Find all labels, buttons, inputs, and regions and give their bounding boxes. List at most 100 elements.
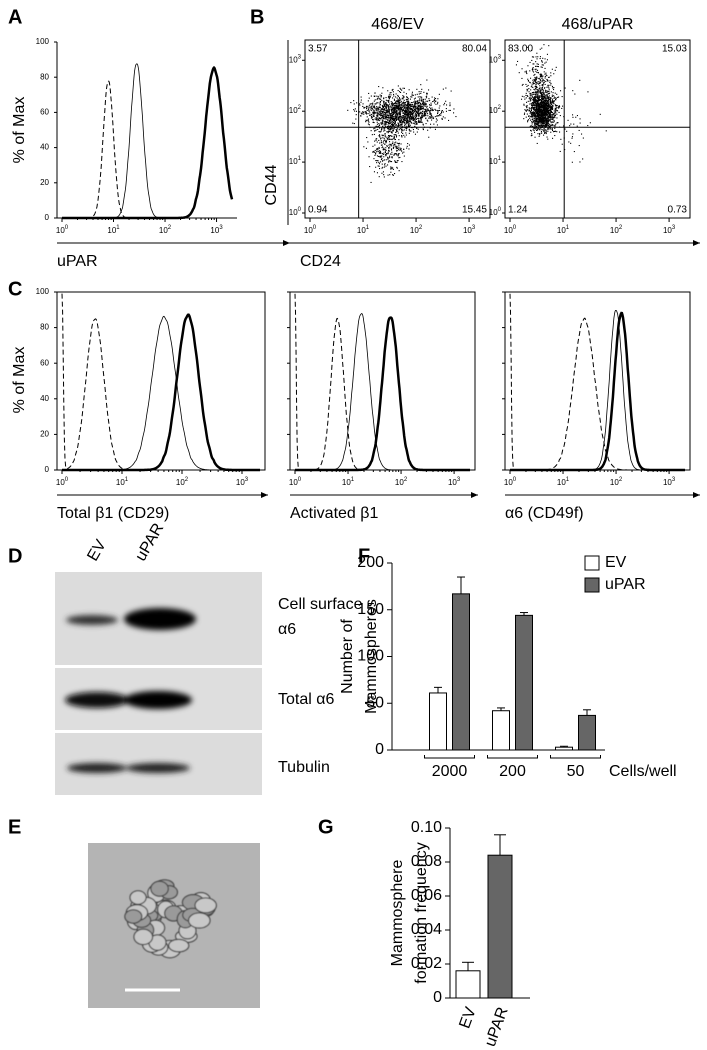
event-dot: [532, 97, 533, 98]
event-dot: [549, 107, 550, 108]
event-dot: [439, 114, 440, 115]
tick-exp: 3: [472, 225, 476, 231]
event-dot: [387, 157, 388, 158]
event-dot: [379, 166, 380, 167]
event-dot: [435, 116, 436, 117]
histogram-curve: [62, 81, 232, 218]
event-dot: [381, 123, 382, 124]
event-dot: [544, 104, 545, 105]
event-dot: [572, 90, 573, 91]
event-dot: [521, 78, 522, 79]
event-dot: [536, 118, 537, 119]
event-dot: [541, 116, 542, 117]
event-dot: [550, 75, 551, 76]
event-dot: [544, 111, 545, 112]
event-dot: [372, 103, 373, 104]
event-dot: [437, 98, 438, 99]
event-dot: [423, 108, 424, 109]
event-dot: [400, 113, 401, 114]
event-dot: [382, 153, 383, 154]
event-dot: [399, 125, 400, 126]
cell: [195, 898, 216, 913]
histogram-curve: [62, 315, 260, 470]
legend-label: EV: [605, 554, 627, 571]
event-dot: [384, 167, 385, 168]
event-dot: [544, 63, 545, 64]
event-dot: [532, 122, 533, 123]
event-dot: [392, 105, 393, 106]
event-dot: [537, 63, 538, 64]
event-dot: [546, 119, 547, 120]
event-dot: [378, 123, 379, 124]
event-dot: [385, 123, 386, 124]
event-dot: [418, 103, 419, 104]
event-dot: [531, 85, 532, 86]
event-dot: [580, 123, 581, 124]
event-dot: [421, 97, 422, 98]
event-dot: [412, 94, 413, 95]
event-dot: [421, 106, 422, 107]
event-dot: [398, 90, 399, 91]
event-dot: [541, 66, 542, 67]
tick-label: 102: [176, 477, 189, 488]
event-dot: [398, 155, 399, 156]
event-dot: [535, 102, 536, 103]
event-dot: [432, 101, 433, 102]
event-dot: [408, 122, 409, 123]
event-dot: [555, 111, 556, 112]
event-dot: [355, 108, 356, 109]
event-dot: [393, 119, 394, 120]
event-dot: [548, 101, 549, 102]
event-dot: [382, 115, 383, 116]
event-dot: [378, 111, 379, 112]
event-dot: [536, 130, 537, 131]
event-dot: [399, 135, 400, 136]
event-dot: [548, 45, 549, 46]
event-dot: [415, 103, 416, 104]
event-dot: [382, 111, 383, 112]
event-dot: [373, 158, 374, 159]
event-dot: [408, 116, 409, 117]
tick-label: 100: [289, 207, 302, 218]
event-dot: [415, 94, 416, 95]
event-dot: [538, 89, 539, 90]
band: [126, 763, 190, 773]
event-dot: [531, 98, 532, 99]
event-dot: [529, 70, 530, 71]
event-dot: [579, 161, 580, 162]
event-dot: [391, 116, 392, 117]
event-dot: [535, 100, 536, 101]
event-dot: [418, 112, 419, 113]
event-dot: [380, 95, 381, 96]
event-dot: [555, 93, 556, 94]
x-axis-label: uPAR: [57, 253, 98, 270]
event-dot: [540, 128, 541, 129]
event-dot: [388, 152, 389, 153]
event-dot: [392, 168, 393, 169]
event-dot: [378, 156, 379, 157]
event-dot: [545, 90, 546, 91]
event-dot: [387, 100, 388, 101]
event-dot: [388, 107, 389, 108]
event-dot: [396, 120, 397, 121]
event-dot: [383, 102, 384, 103]
event-dot: [521, 99, 522, 100]
group-bracket: [425, 755, 475, 758]
event-dot: [536, 110, 537, 111]
event-dot: [402, 133, 403, 134]
event-dot: [526, 102, 527, 103]
event-dot: [375, 160, 376, 161]
event-dot: [425, 104, 426, 105]
event-dot: [418, 96, 419, 97]
event-dot: [392, 156, 393, 157]
event-dot: [393, 125, 394, 126]
tick-label: 100: [289, 477, 302, 488]
event-dot: [549, 112, 550, 113]
event-dot: [544, 126, 545, 127]
event-dot: [555, 115, 556, 116]
event-dot: [389, 120, 390, 121]
event-dot: [403, 135, 404, 136]
event-dot: [552, 124, 553, 125]
event-dot: [408, 107, 409, 108]
event-dot: [423, 106, 424, 107]
